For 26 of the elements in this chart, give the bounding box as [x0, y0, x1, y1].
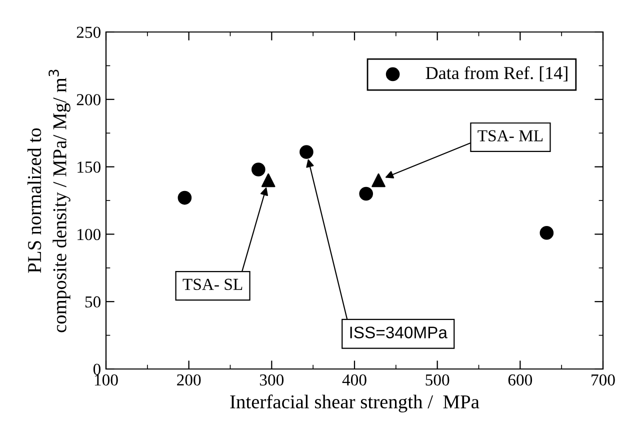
annotation: ISS=340MPa	[350, 326, 448, 338]
annotation: TSA- SL	[182, 278, 242, 290]
x-tick-label: 700	[592, 374, 615, 386]
point	[359, 186, 374, 201]
legend-label: Data from Ref. [14]	[426, 66, 568, 82]
y-tick-label: 150	[78, 162, 101, 173]
y-tick-label: 200	[76, 94, 101, 106]
x-tick-label: 100	[94, 374, 118, 386]
x-tick-label: 500	[426, 374, 450, 386]
x-tick-label: 300	[260, 374, 284, 386]
point	[261, 173, 276, 188]
x-tick-label: 600	[508, 374, 532, 386]
x-tick-label: 400	[342, 374, 366, 386]
x-tick-label: 200	[177, 374, 201, 386]
point	[252, 162, 266, 176]
y-axis-title: PLS normalized to composite density / MPa/ Mg/ m$^{3}$	[27, 70, 70, 332]
y-tick-label: 50	[85, 296, 101, 308]
point	[540, 226, 554, 240]
annotation: TSA- ML	[478, 130, 543, 142]
point	[300, 145, 314, 159]
y-tick-label: 250	[76, 26, 101, 38]
y-tick-label: 100	[78, 228, 101, 240]
x-axis-title: Interfacial shear strength / MPa	[230, 394, 480, 412]
y-tick-label: 0	[93, 364, 101, 375]
point	[372, 173, 386, 188]
point	[178, 190, 192, 205]
